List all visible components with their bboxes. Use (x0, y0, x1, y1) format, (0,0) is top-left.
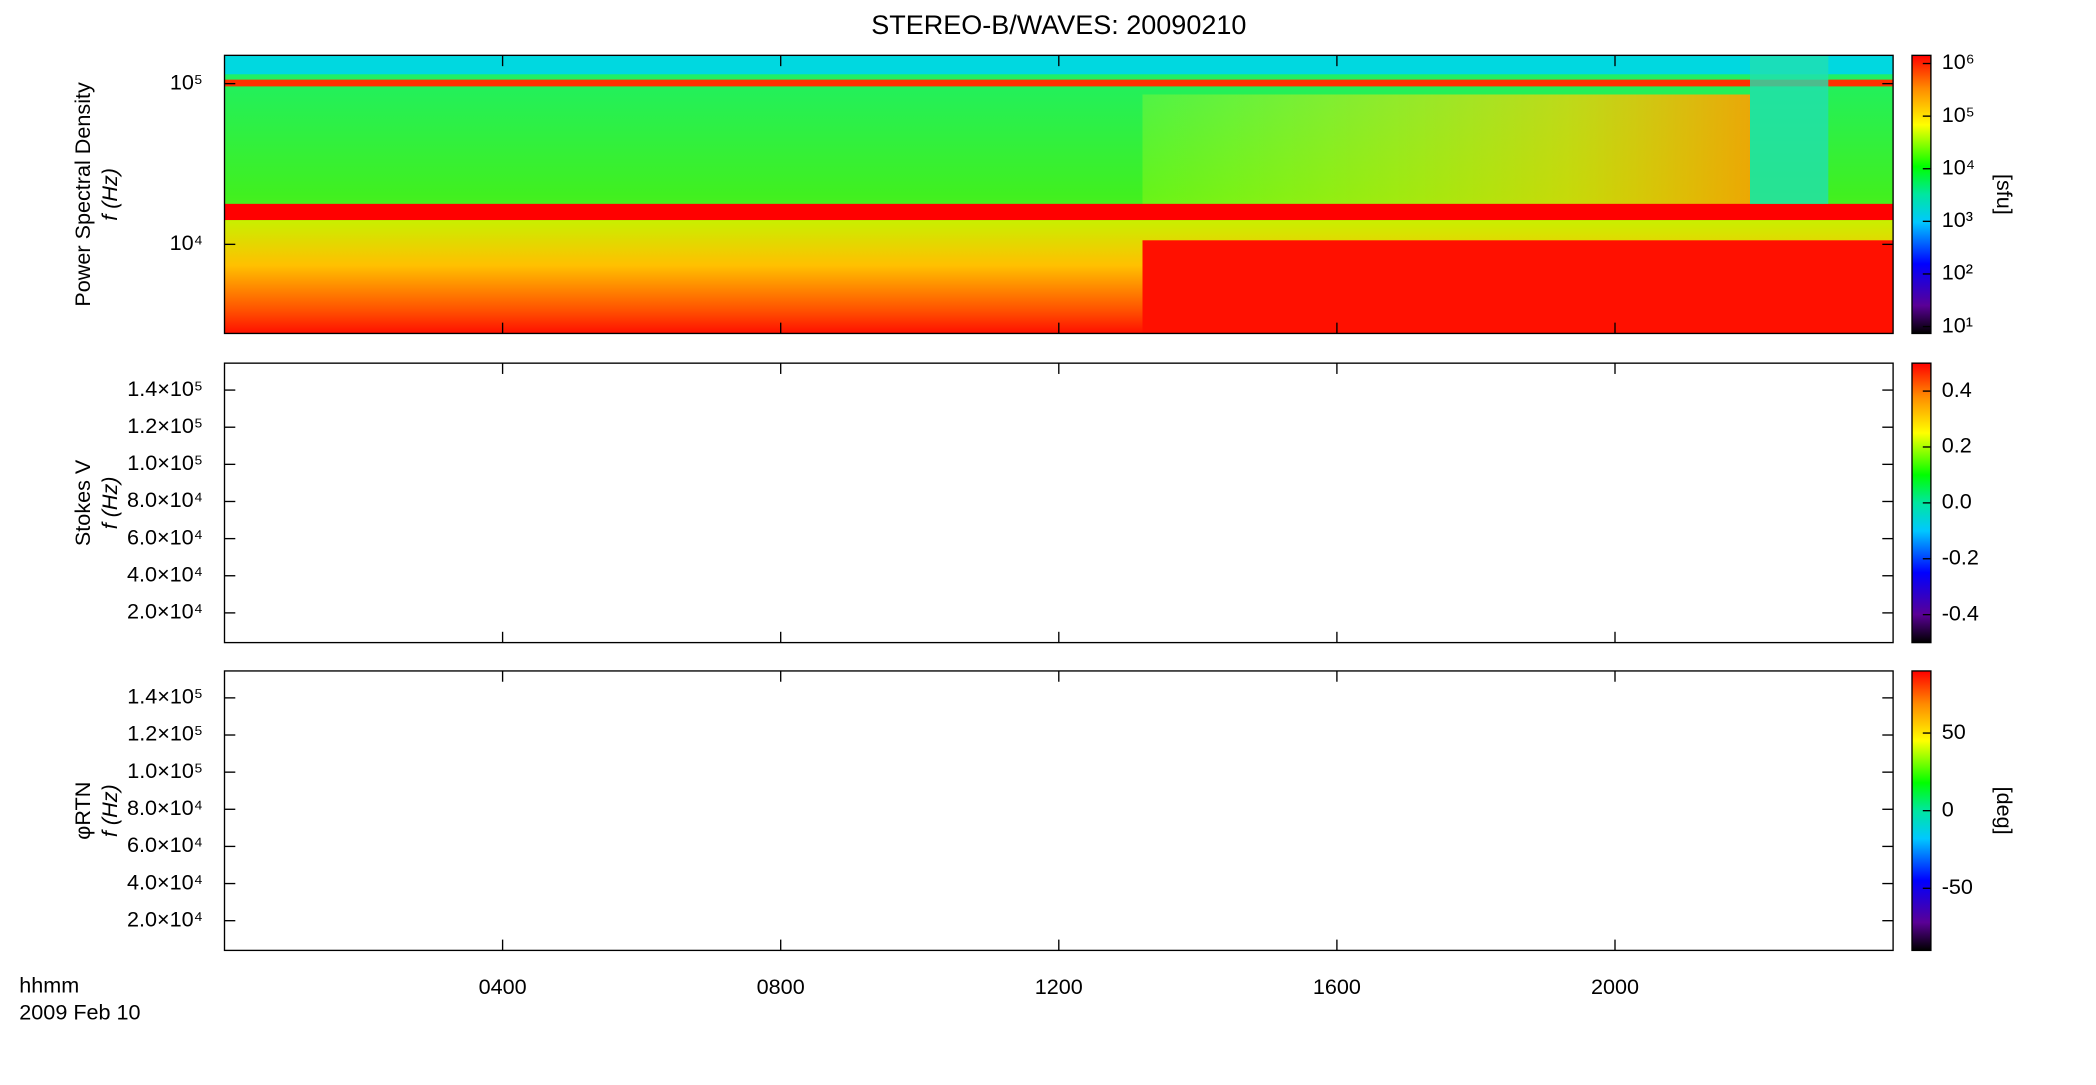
y-tick-label: 1.2×10⁵ (127, 413, 203, 438)
x-axis-label: 2009 Feb 10 (19, 1000, 140, 1025)
colorbar-tick-label: 10¹ (1942, 312, 1973, 337)
colorbar-tick-label: 10⁵ (1942, 102, 1975, 127)
colorbar (1911, 54, 1932, 335)
x-tick-label: 1600 (1313, 974, 1361, 999)
y-tick-label: 1.0×10⁵ (127, 758, 203, 783)
colorbar-tick-label: -0.2 (1942, 544, 1979, 569)
y-axis-label: f (Hz) (97, 476, 122, 529)
colorbar-label: [deg] (1992, 787, 2017, 835)
plot-frame (223, 670, 1894, 952)
y-tick-label: 6.0×10⁴ (127, 832, 203, 857)
x-tick-label: 0800 (757, 974, 805, 999)
colorbar-tick-label: -50 (1942, 874, 1973, 899)
y-tick-label: 4.0×10⁴ (127, 869, 203, 894)
colorbar-tick-label: 0.0 (1942, 489, 1972, 514)
y-tick-label: 10⁵ (170, 69, 203, 94)
y-axis-label: Power Spectral Density (70, 82, 95, 307)
colorbar-tick-label: 0.4 (1942, 377, 1972, 402)
y-tick-label: 8.0×10⁴ (127, 487, 203, 512)
colorbar-tick-label: 0 (1942, 796, 1954, 821)
colorbar-tick-label: -0.4 (1942, 600, 1979, 625)
y-tick-label: 1.4×10⁵ (127, 684, 203, 709)
plot-frame (223, 362, 1894, 644)
colorbar-label: [sfu] (1992, 174, 2017, 215)
x-axis-label: hhmm (19, 973, 79, 998)
y-axis-label: Stokes V (70, 459, 95, 546)
y-axis-label: f (Hz) (97, 168, 122, 221)
y-tick-label: 4.0×10⁴ (127, 561, 203, 586)
y-tick-label: 8.0×10⁴ (127, 795, 203, 820)
y-tick-label: 10⁴ (170, 230, 203, 255)
x-tick-label: 0400 (479, 974, 527, 999)
y-tick-label: 2.0×10⁴ (127, 599, 203, 624)
colorbar-tick-label: 10⁶ (1942, 49, 1975, 74)
y-tick-label: 2.0×10⁴ (127, 906, 203, 931)
colorbar-tick-label: 10² (1942, 260, 1973, 285)
y-tick-label: 1.2×10⁵ (127, 721, 203, 746)
y-tick-label: 6.0×10⁴ (127, 524, 203, 549)
colorbar-tick-label: 50 (1942, 719, 1966, 744)
y-tick-label: 1.4×10⁵ (127, 376, 203, 401)
y-tick-label: 1.0×10⁵ (127, 450, 203, 475)
x-tick-label: 1200 (1035, 974, 1083, 999)
colorbar-tick-label: 0.2 (1942, 433, 1972, 458)
y-axis-label: f (Hz) (97, 784, 122, 837)
x-tick-label: 2000 (1591, 974, 1639, 999)
y-axis-label: φRTN (70, 782, 95, 840)
spectrogram-image (224, 55, 1894, 334)
colorbar-tick-label: 10⁴ (1942, 154, 1975, 179)
colorbar-tick-label: 10³ (1942, 207, 1973, 232)
chart-title: STEREO-B/WAVES: 20090210 (871, 10, 1246, 40)
